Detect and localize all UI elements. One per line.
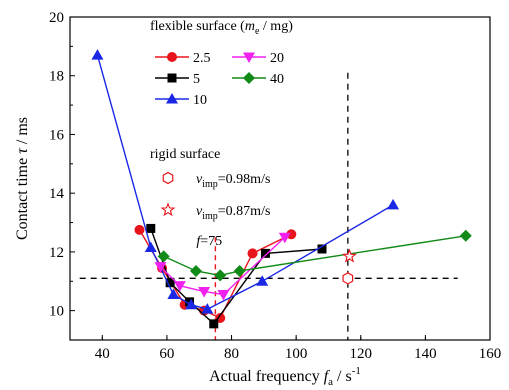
rigid-label-value: =0.98m/s <box>218 172 271 187</box>
data-point-5-4 <box>260 248 270 258</box>
data-point-40-0 <box>157 250 170 263</box>
legend-entry-10: 10 <box>155 93 207 108</box>
data-point-5-5 <box>317 244 327 254</box>
data-point-10-4 <box>201 303 214 314</box>
axes <box>69 16 491 341</box>
legend-entry-20: 20 <box>232 51 284 66</box>
series-line-5 <box>150 228 323 325</box>
y-tick-label: 12 <box>49 245 64 261</box>
y-axis-title-main: Contact time <box>14 154 31 240</box>
x-axis-title-sup: -1 <box>352 365 361 377</box>
rigid-legend-marker-0 <box>162 171 174 185</box>
data-point-10-5 <box>256 275 269 286</box>
legend-marker-2.5 <box>167 52 177 62</box>
rigid-label-var: v <box>196 172 203 187</box>
ticks: 40 60 80 100 120 140 160 10 12 14 16 18 20 <box>49 10 501 362</box>
data-point-40-1 <box>190 264 202 277</box>
x-tick-label: 80 <box>224 346 239 362</box>
x-tick-label: 120 <box>350 346 373 362</box>
rigid-point-1 <box>342 248 357 263</box>
data-point-20-2 <box>198 287 211 298</box>
x-axis-title-var: f <box>324 368 331 385</box>
legend-marker-20 <box>243 52 255 63</box>
rigid-surface-title: rigid surface <box>150 147 220 162</box>
data-point-2.5-6 <box>286 229 297 240</box>
data-point-10-0 <box>91 49 104 60</box>
f75-annotation-text: =75 <box>200 234 222 249</box>
y-axis-title-var: τ <box>14 147 31 154</box>
x-tick-label: 140 <box>414 346 437 362</box>
series-20 <box>154 232 291 301</box>
legend-title-sub: e <box>255 26 260 37</box>
data-point-40-3 <box>233 264 246 277</box>
plot-frame <box>69 16 491 341</box>
data-point-20-1 <box>173 281 186 292</box>
x-tick-label: 100 <box>285 346 308 362</box>
legend-label-10: 10 <box>193 93 207 108</box>
y-tick-label: 18 <box>49 69 64 85</box>
rigid-legend-marker-1 <box>160 202 176 217</box>
f75-annotation-var: f <box>196 234 202 249</box>
y-axis-title-unit: / ms <box>14 117 31 148</box>
data-point-2.5-5 <box>247 248 258 259</box>
legend-entry-2.5: 2.5 <box>155 51 211 66</box>
legend-title: flexible surface (me / mg) <box>150 19 293 37</box>
data-point-10-3 <box>185 298 198 310</box>
x-tick-label: 60 <box>159 346 174 362</box>
legend-title-post: / mg) <box>259 19 293 34</box>
data-point-20-4 <box>278 232 291 244</box>
x-axis-title-main: Actual frequency <box>209 368 324 385</box>
x-tick-label: 40 <box>95 346 110 362</box>
data-point-40-4 <box>459 229 472 242</box>
data-point-2.5-0 <box>134 224 145 235</box>
legend-marker-5 <box>167 73 177 83</box>
y-tick-label: 14 <box>49 186 65 202</box>
series-layer <box>91 49 472 329</box>
rigid-legend-label-1: vimp=0.87m/s <box>196 204 270 222</box>
legend-entry-40: 40 <box>232 72 284 87</box>
data-point-40-2 <box>214 269 227 282</box>
data-point-10-6 <box>387 198 400 210</box>
legend-marker-10 <box>166 93 178 104</box>
legend-title-var: m <box>245 19 255 34</box>
rigid-legend-label-0: vimp=0.98m/s <box>196 172 270 190</box>
legend: flexible surface (me / mg) 2.5 20 5 40 10 ri… <box>150 19 293 222</box>
rigid-label-sub: imp <box>202 179 218 190</box>
x-axis-title: Actual frequency fa / s-1 <box>209 365 361 385</box>
series-40 <box>157 229 472 282</box>
data-point-5-3 <box>209 319 219 329</box>
rigid-label-sub: imp <box>202 211 218 222</box>
legend-label-5: 5 <box>193 72 200 87</box>
data-point-20-3 <box>217 289 230 301</box>
legend-label-2.5: 2.5 <box>193 51 211 66</box>
rigid-label-var: v <box>196 204 203 219</box>
data-point-5-0 <box>146 223 156 233</box>
legend-label-40: 40 <box>270 72 284 87</box>
series-10 <box>91 49 400 314</box>
rigid-point-0 <box>342 272 354 285</box>
data-point-20-0 <box>154 262 167 273</box>
series-5 <box>146 223 327 329</box>
data-point-10-2 <box>167 288 180 299</box>
y-tick-label: 20 <box>49 10 64 26</box>
legend-marker-40 <box>243 72 255 84</box>
x-axis-title-unit: / s <box>333 368 352 385</box>
x-tick-label: 160 <box>479 346 502 362</box>
rigid-label-value: =0.87m/s <box>218 204 271 219</box>
y-tick-label: 10 <box>49 304 64 320</box>
legend-label-20: 20 <box>270 51 284 66</box>
data-point-10-1 <box>144 241 157 253</box>
y-axis-title: Contact time τ / ms <box>14 117 31 240</box>
legend-title-pre: flexible surface ( <box>150 19 245 34</box>
legend-entries: 2.5 20 5 40 10 <box>155 51 284 108</box>
x-axis-title-sub: a <box>328 376 333 385</box>
data-point-5-1 <box>165 278 175 288</box>
f75-annotation: f=75 <box>196 234 222 249</box>
legend-entry-5: 5 <box>155 72 200 87</box>
y-tick-label: 16 <box>49 127 65 143</box>
